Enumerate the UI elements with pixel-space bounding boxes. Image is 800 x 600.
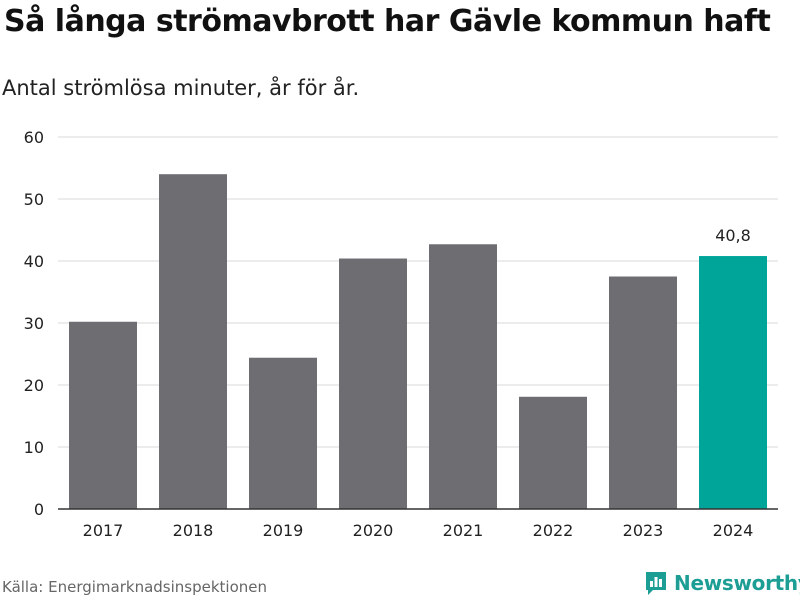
bar — [429, 244, 497, 509]
brand-name: Newsworthy — [674, 571, 800, 595]
bar-chart: 0 10 20 30 40 50 60 2017 2018 2019 2020 2021 2022 202… — [24, 128, 778, 540]
x-tick-label: 2022 — [533, 521, 574, 540]
x-tick-label: 2017 — [83, 521, 124, 540]
source-note: Källa: Energimarknadsinspektionen — [2, 578, 268, 596]
chart-title: Så långa strömavbrott har Gävle kommun h… — [4, 4, 771, 39]
x-tick-label: 2020 — [353, 521, 394, 540]
x-tick-label: 2018 — [173, 521, 214, 540]
bar — [69, 321, 137, 509]
brand-logo: Newsworthy — [644, 570, 800, 596]
newsworthy-icon — [646, 572, 666, 595]
bar — [249, 357, 317, 509]
x-tick-label: 2021 — [443, 521, 484, 540]
y-tick-label: 40 — [24, 252, 44, 271]
y-tick-label: 50 — [24, 190, 44, 209]
bar — [159, 174, 227, 509]
x-tick-label: 2023 — [623, 521, 664, 540]
bar — [609, 276, 677, 509]
y-tick-label: 30 — [24, 314, 44, 333]
bar — [339, 258, 407, 509]
y-tick-label: 60 — [24, 128, 44, 147]
bar — [699, 256, 767, 509]
bar — [519, 396, 587, 509]
y-tick-label: 0 — [34, 500, 44, 519]
x-tick-label: 2024 — [713, 521, 754, 540]
y-tick-label: 20 — [24, 376, 44, 395]
data-label: 40,8 — [715, 226, 751, 245]
x-tick-label: 2019 — [263, 521, 304, 540]
chart-subtitle: Antal strömlösa minuter, år för år. — [2, 76, 360, 100]
y-tick-label: 10 — [24, 438, 44, 457]
